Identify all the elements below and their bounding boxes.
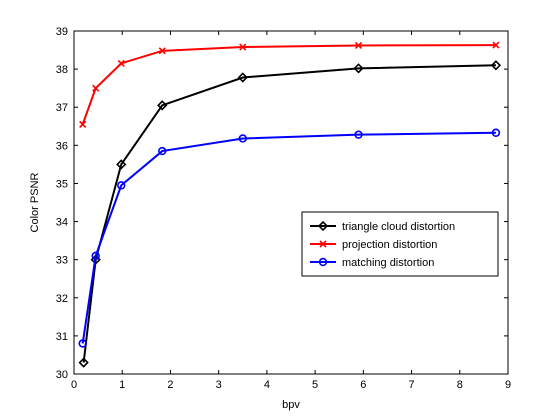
data-point [79, 120, 87, 128]
y-tick-label: 34 [56, 217, 68, 229]
plot-area [73, 30, 509, 375]
x-tick-label: 4 [264, 379, 270, 391]
x-tick-label: 0 [71, 379, 77, 391]
x-tick-label: 6 [360, 379, 366, 391]
data-point [354, 41, 363, 50]
y-tick-label: 39 [56, 26, 68, 38]
data-point [238, 134, 247, 143]
x-tick-label: 5 [312, 379, 318, 391]
data-point [353, 63, 364, 74]
x-tick-label: 8 [457, 379, 463, 391]
y-tick-label: 38 [56, 64, 68, 76]
legend-entry: triangle cloud distortion [310, 220, 455, 233]
data-point [237, 72, 248, 83]
data-point [92, 84, 100, 92]
x-tick-label: 3 [216, 379, 222, 391]
data-point [319, 240, 327, 248]
data-point [78, 339, 87, 348]
x-axis-label: bpv [282, 399, 300, 411]
y-tick-label: 32 [56, 293, 68, 305]
y-tick-label: 31 [56, 331, 68, 343]
data-point [490, 60, 502, 71]
y-tick-label: 37 [56, 102, 68, 114]
series-line [81, 131, 496, 344]
y-tick-label: 30 [56, 369, 68, 381]
legend-label: projection distortion [342, 239, 437, 251]
data-point [317, 220, 329, 232]
data-point [318, 257, 328, 267]
legend-entry: matching distortion [310, 257, 434, 269]
y-axis-label: Color PSNR [29, 172, 41, 232]
data-point [158, 146, 167, 156]
y-tick-label: 35 [56, 178, 68, 190]
data-point [91, 251, 100, 261]
data-point [157, 100, 168, 111]
series-circle [78, 128, 501, 348]
data-point [239, 43, 247, 51]
data-point [491, 128, 501, 137]
legend-label: triangle cloud distortion [342, 221, 455, 233]
x-tick-label: 1 [119, 379, 125, 391]
legend-label: matching distortion [342, 257, 434, 269]
data-point [158, 47, 166, 55]
x-tick-label: 9 [505, 379, 511, 391]
y-tick-label: 36 [56, 140, 68, 152]
data-point [492, 41, 500, 49]
x-tick-label: 2 [167, 379, 173, 391]
data-point [117, 181, 126, 190]
legend-entry: projection distortion [310, 239, 437, 251]
series-x [79, 41, 500, 128]
x-tick-label: 7 [408, 379, 414, 391]
y-tick-label: 33 [56, 255, 68, 267]
legend: triangle cloud distortion projection dist… [301, 211, 499, 277]
series-layer [78, 41, 502, 368]
data-point [78, 357, 89, 368]
data-point [354, 130, 363, 139]
data-point [116, 159, 127, 170]
data-point [117, 59, 125, 67]
